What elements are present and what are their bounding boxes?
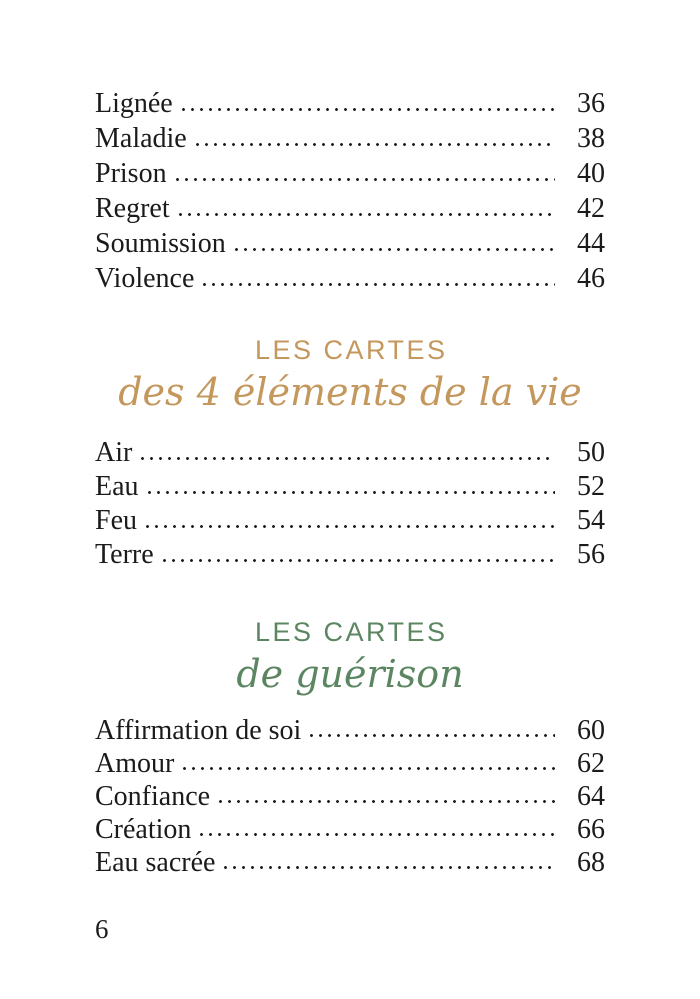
dot-leader — [203, 261, 555, 296]
toc-entry-label: Regret — [95, 193, 170, 224]
toc-entry: Lignée 36 — [95, 86, 605, 121]
toc-entry-page: 44 — [577, 228, 605, 259]
toc-entry-label: Soumission — [95, 228, 226, 259]
dot-leader — [181, 86, 555, 121]
toc-entry: Air 50 — [95, 436, 605, 470]
toc-entry: Amour 62 — [95, 747, 605, 780]
toc-entry-page: 56 — [577, 539, 605, 570]
toc-entry: Feu 54 — [95, 504, 605, 538]
toc-entry-page: 60 — [577, 715, 605, 746]
dot-leader — [183, 747, 555, 780]
toc-entry: Prison 40 — [95, 156, 605, 191]
toc-entry-label: Terre — [95, 539, 154, 570]
toc-entry-label: Air — [95, 437, 133, 468]
toc-entry: Maladie 38 — [95, 121, 605, 156]
toc-section-guerison: Affirmation de soi 60 Amour 62 Confiance… — [95, 714, 605, 879]
heading-script-title: de guérison — [236, 652, 464, 696]
dot-leader — [219, 780, 555, 813]
toc-entry: Eau sacrée 68 — [95, 846, 605, 879]
toc-entry: Affirmation de soi 60 — [95, 714, 605, 747]
dot-leader — [224, 846, 555, 879]
dot-leader — [310, 714, 555, 747]
toc-entry-label: Lignée — [95, 88, 173, 119]
toc-entry-page: 36 — [577, 88, 605, 119]
toc-entry-label: Feu — [95, 505, 137, 536]
heading-eyebrow: LES CARTES — [254, 335, 448, 365]
toc-entry: Violence 46 — [95, 261, 605, 296]
toc-entry: Eau 52 — [95, 470, 605, 504]
toc-entry-page: 40 — [577, 158, 605, 189]
toc-entry-label: Création — [95, 814, 192, 845]
toc-entry: Soumission 44 — [95, 226, 605, 261]
toc-entry-page: 64 — [577, 781, 605, 812]
section-heading-elements: LES CARTES des 4 éléments de la vie — [95, 334, 605, 418]
dot-leader — [234, 226, 555, 261]
toc-entry: Regret 42 — [95, 191, 605, 226]
toc-entry-page: 66 — [577, 814, 605, 845]
toc-entry: Confiance 64 — [95, 780, 605, 813]
dot-leader — [141, 436, 555, 470]
dot-leader — [175, 156, 555, 191]
toc-entry-page: 38 — [577, 123, 605, 154]
dot-leader — [147, 470, 555, 504]
toc-section-elements: Air 50 Eau 52 Feu 54 Terre 56 — [95, 436, 605, 572]
toc-entry-page: 42 — [577, 193, 605, 224]
toc-entry: Création 66 — [95, 813, 605, 846]
toc-entry-label: Confiance — [95, 781, 211, 812]
heading-script-title: des 4 éléments de la vie — [118, 370, 582, 414]
section-heading-guerison: LES CARTES de guérison — [95, 616, 605, 700]
toc-entry-page: 62 — [577, 748, 605, 779]
dot-leader — [162, 538, 555, 572]
toc-entry-page: 46 — [577, 263, 605, 294]
dot-leader — [178, 191, 555, 226]
toc-entry: Terre 56 — [95, 538, 605, 572]
toc-entry-label: Affirmation de soi — [95, 715, 302, 746]
toc-entry-page: 50 — [577, 437, 605, 468]
toc-entry-page: 52 — [577, 471, 605, 502]
dot-leader — [200, 813, 555, 846]
dot-leader — [146, 504, 555, 538]
toc-entry-label: Eau sacrée — [95, 847, 216, 878]
toc-entry-label: Violence — [95, 263, 195, 294]
toc-entry-page: 68 — [577, 847, 605, 878]
toc-entry-label: Amour — [95, 748, 175, 779]
toc-section-cartes-obstacles: Lignée 36 Maladie 38 Prison 40 Regret 42… — [95, 86, 605, 296]
dot-leader — [195, 121, 555, 156]
toc-entry-label: Eau — [95, 471, 139, 502]
toc-entry-label: Prison — [95, 158, 167, 189]
toc-entry-label: Maladie — [95, 123, 187, 154]
heading-eyebrow: LES CARTES — [254, 617, 448, 647]
toc-entry-page: 54 — [577, 505, 605, 536]
page-number: 6 — [95, 914, 109, 944]
